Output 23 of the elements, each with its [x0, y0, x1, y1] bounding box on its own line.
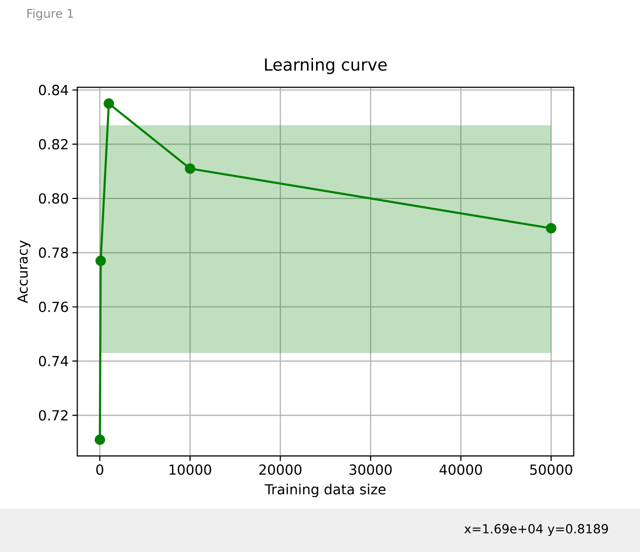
y-tick-label: 0.84 — [38, 84, 68, 96]
y-tick-label: 0.78 — [38, 247, 68, 258]
y-tick-label: 0.74 — [38, 356, 68, 366]
point — [546, 223, 556, 234]
y-tick-label: 0.76 — [38, 302, 68, 312]
x-tick-label: 30000 — [350, 464, 392, 475]
x-tick-label: 0 — [96, 464, 104, 475]
x-tick-label: 10000 — [170, 464, 212, 475]
x-axis-title: Training data size — [264, 484, 386, 498]
point — [184, 163, 196, 174]
y-tick-label: 0.82 — [38, 138, 68, 150]
point — [94, 434, 106, 445]
text: x=1.69e+04 y=0.8189 — [464, 524, 608, 536]
x-tick-label: 40000 — [440, 464, 482, 475]
y-tick-label: 0.80 — [38, 193, 68, 204]
point — [104, 98, 114, 109]
y-tick-label: 0.72 — [38, 410, 68, 421]
point — [95, 256, 106, 266]
chart-title: Learning curve — [265, 58, 387, 74]
y-axis-title: Accuracy — [18, 240, 30, 304]
x-tick-label: 50000 — [530, 464, 572, 475]
caption: Figure 1 — [27, 8, 74, 20]
x-tick-label: 20000 — [259, 464, 302, 475]
